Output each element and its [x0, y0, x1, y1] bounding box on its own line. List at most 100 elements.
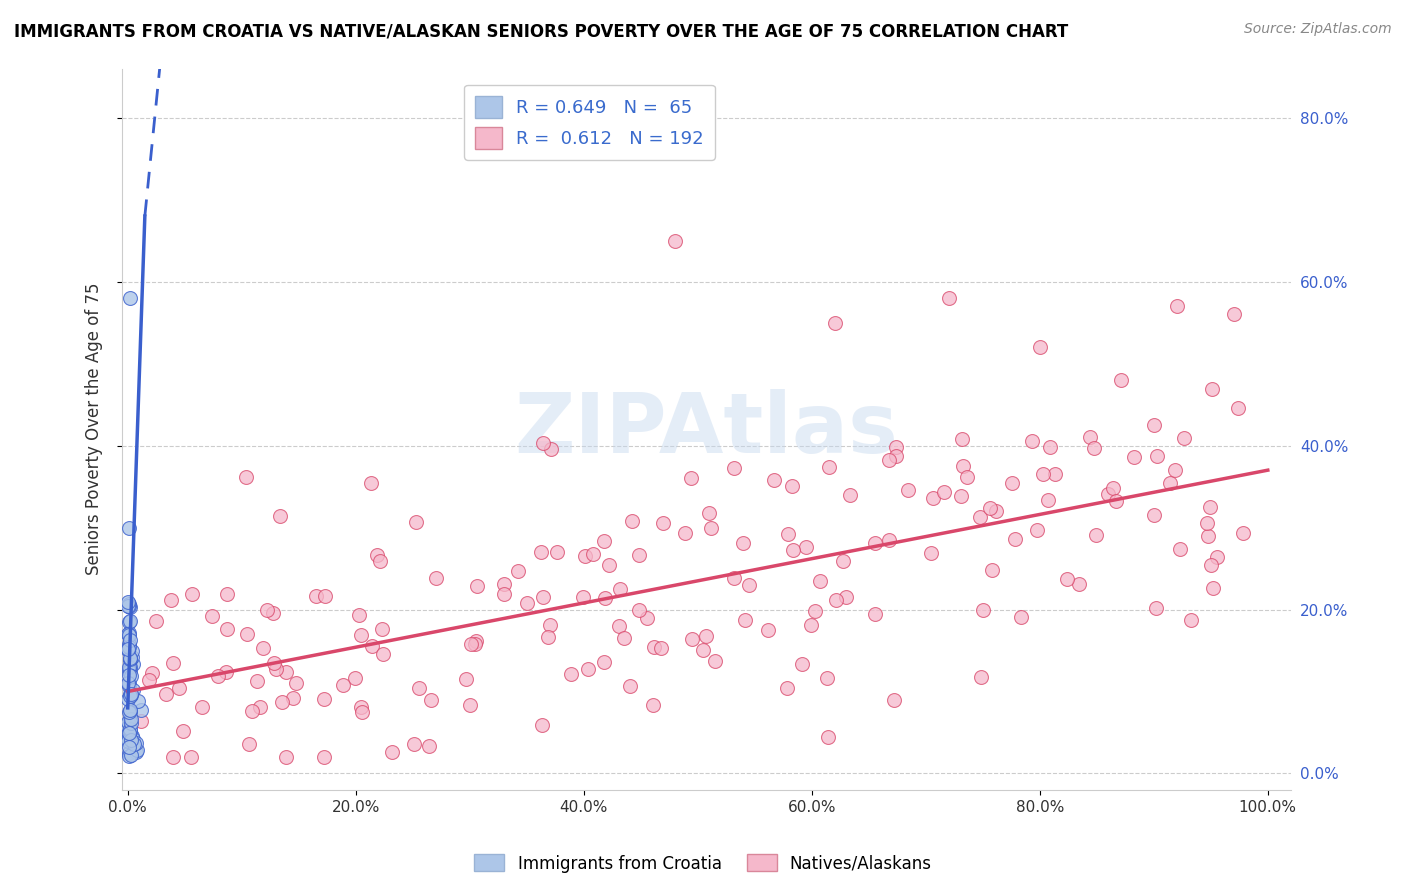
Point [790, 657, 813, 671]
Point [263, 657, 285, 671]
Point [120, 687, 142, 701]
Point [167, 681, 190, 695]
Point [162, 656, 184, 670]
Point [125, 743, 148, 757]
Point [180, 587, 202, 601]
Point [347, 608, 370, 623]
Point [249, 699, 271, 714]
Point [420, 693, 443, 707]
Point [121, 649, 143, 664]
Point [1039, 441, 1062, 455]
Point [865, 607, 887, 621]
Point [582, 547, 605, 561]
Point [118, 291, 141, 305]
Point [1069, 577, 1091, 591]
Point [304, 589, 326, 603]
Point [1078, 430, 1101, 444]
Point [120, 615, 142, 629]
Point [122, 732, 145, 747]
Point [950, 489, 973, 503]
Point [217, 622, 239, 636]
Point [778, 527, 800, 541]
Point [863, 535, 886, 549]
Point [117, 734, 139, 748]
Point [125, 736, 148, 750]
Point [127, 694, 149, 708]
Point [117, 726, 139, 740]
Point [817, 459, 839, 474]
Point [215, 665, 238, 679]
Point [118, 520, 141, 534]
Point [1227, 401, 1250, 415]
Point [758, 623, 780, 637]
Point [1101, 481, 1123, 495]
Point [276, 750, 298, 764]
Point [897, 483, 920, 497]
Point [969, 510, 991, 524]
Point [180, 750, 202, 764]
Point [1232, 526, 1254, 541]
Point [832, 554, 855, 568]
Text: IMMIGRANTS FROM CROATIA VS NATIVE/ALASKAN SENIORS POVERTY OVER THE AGE OF 75 COR: IMMIGRANTS FROM CROATIA VS NATIVE/ALASKA… [14, 22, 1069, 40]
Point [1199, 558, 1222, 573]
Point [118, 599, 141, 614]
Point [952, 433, 974, 447]
Point [700, 521, 723, 535]
Legend: R = 0.649   N =  65, R =  0.612   N = 192: R = 0.649 N = 65, R = 0.612 N = 192 [464, 85, 714, 160]
Point [506, 564, 529, 578]
Point [117, 720, 139, 734]
Point [1056, 572, 1078, 586]
Point [1085, 528, 1108, 542]
Point [360, 475, 382, 490]
Point [627, 603, 650, 617]
Point [118, 690, 141, 704]
Point [1202, 581, 1225, 595]
Point [117, 660, 139, 674]
Point [492, 576, 515, 591]
Point [118, 724, 141, 739]
Point [979, 501, 1001, 516]
Point [120, 712, 142, 726]
Point [879, 452, 901, 467]
Point [970, 670, 993, 684]
Point [1021, 434, 1043, 448]
Point [118, 667, 141, 681]
Point [1001, 475, 1024, 490]
Point [1159, 475, 1181, 490]
Point [516, 596, 538, 610]
Point [120, 688, 142, 702]
Point [118, 679, 141, 693]
Point [537, 630, 560, 644]
Point [1026, 523, 1049, 537]
Point [121, 644, 143, 658]
Point [884, 449, 907, 463]
Point [129, 703, 152, 717]
Point [1168, 541, 1191, 556]
Point [1201, 382, 1223, 396]
Point [349, 700, 371, 714]
Point [120, 716, 142, 731]
Point [673, 525, 696, 540]
Point [592, 533, 614, 548]
Point [681, 632, 703, 646]
Point [815, 671, 838, 685]
Point [762, 473, 785, 487]
Point [560, 666, 582, 681]
Point [1105, 493, 1128, 508]
Point [733, 536, 755, 550]
Point [117, 732, 139, 747]
Point [1180, 613, 1202, 627]
Point [1222, 307, 1244, 321]
Point [117, 692, 139, 706]
Point [1197, 529, 1219, 543]
Point [252, 640, 274, 655]
Point [120, 664, 142, 678]
Point [118, 615, 141, 629]
Point [120, 687, 142, 701]
Point [121, 682, 143, 697]
Point [238, 737, 260, 751]
Point [1109, 373, 1132, 387]
Point [621, 514, 644, 528]
Point [460, 637, 482, 651]
Point [619, 679, 641, 693]
